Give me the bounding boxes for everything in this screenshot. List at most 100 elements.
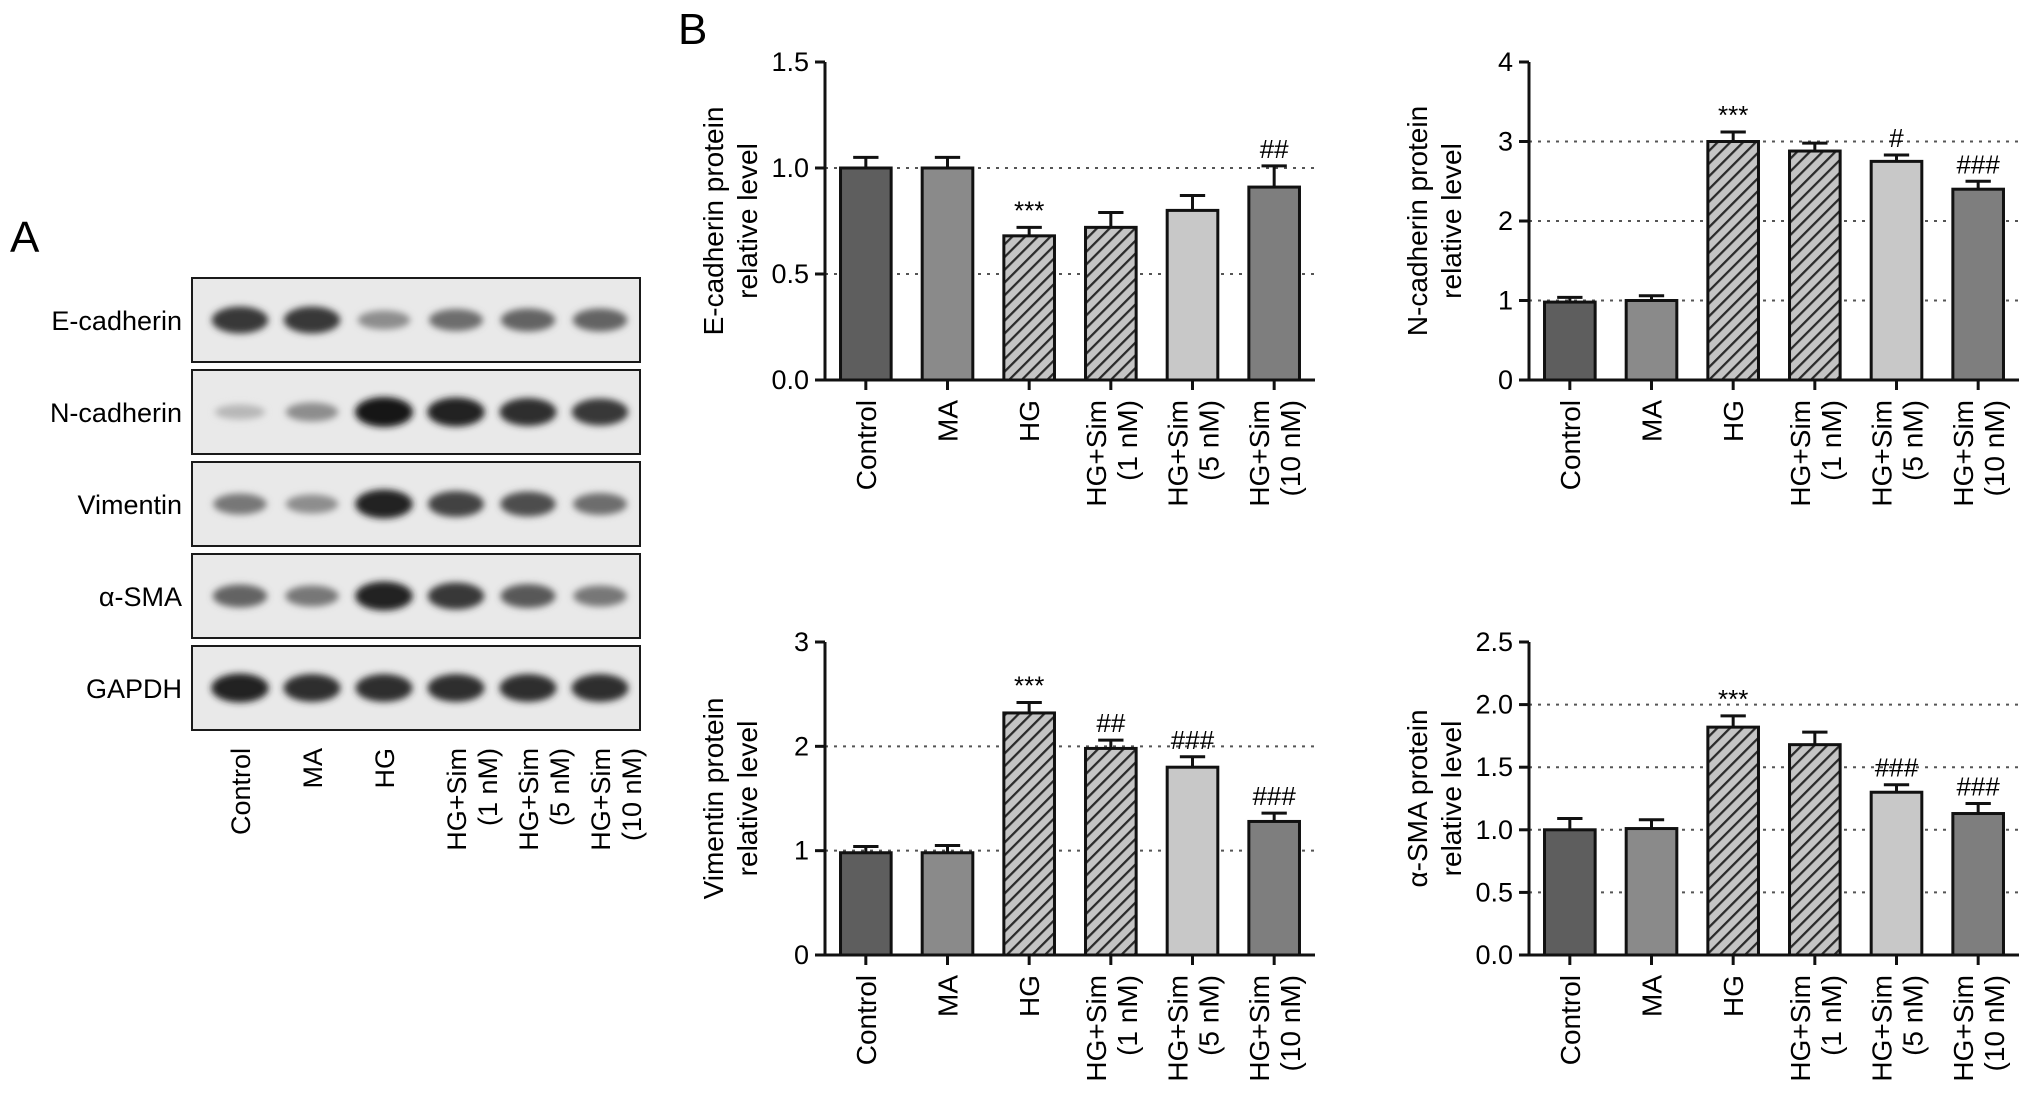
y-tick-label: 1 bbox=[794, 836, 809, 866]
x-tick-label-line: HG+Sim bbox=[1244, 400, 1275, 507]
x-tick-label-line: HG+Sim bbox=[1948, 400, 1979, 507]
blot-band bbox=[355, 581, 413, 611]
panel-b-label: B bbox=[678, 5, 707, 54]
y-tick-label: 1 bbox=[1498, 286, 1513, 316]
bar bbox=[1869, 790, 1924, 957]
x-tick-label: MA bbox=[933, 400, 964, 442]
blot-lane-label: HG+Sim(5 nM) bbox=[514, 748, 575, 851]
x-tick-label-line: Control bbox=[1555, 975, 1586, 1065]
y-tick-label: 1.0 bbox=[1475, 815, 1513, 845]
bar bbox=[1165, 765, 1220, 957]
blot-band bbox=[213, 493, 267, 515]
bar bbox=[1788, 149, 1842, 382]
x-tick-label: HG bbox=[1014, 400, 1045, 442]
y-axis-title-line: Vimentin protein bbox=[698, 698, 729, 900]
blot-band bbox=[285, 494, 339, 514]
blot-lane-label-line: (5 nM) bbox=[545, 748, 575, 826]
x-tick-label: Control bbox=[1555, 975, 1586, 1065]
x-tick-label-line: (5 nM) bbox=[1898, 400, 1929, 481]
blot-band bbox=[573, 493, 627, 515]
blot-lane-label: HG+Sim(1 nM) bbox=[442, 748, 503, 851]
x-tick-label: HG+Sim(5 nM) bbox=[1163, 400, 1225, 507]
blot-band bbox=[212, 584, 268, 608]
significance-label: ### bbox=[1956, 149, 2000, 179]
x-tick-label-line: MA bbox=[1637, 400, 1668, 442]
bar bbox=[1788, 743, 1842, 957]
x-tick-label-line: MA bbox=[1637, 975, 1668, 1017]
x-tick-label-line: (1 nM) bbox=[1112, 975, 1143, 1056]
x-tick-label: HG+Sim(1 nM) bbox=[1081, 975, 1143, 1082]
x-tick-label: Control bbox=[851, 400, 882, 490]
blot-band bbox=[357, 310, 411, 330]
bar bbox=[920, 851, 975, 957]
y-tick-label: 3 bbox=[1498, 127, 1513, 157]
blot-band bbox=[283, 306, 341, 334]
x-tick-label: MA bbox=[933, 975, 964, 1017]
blot-lane-label-line: MA bbox=[298, 748, 328, 789]
x-tick-label-line: (10 nM) bbox=[1979, 975, 2010, 1071]
y-tick-label: 0.5 bbox=[1475, 877, 1513, 907]
x-tick-label-line: Control bbox=[1555, 400, 1586, 490]
x-tick-label: HG bbox=[1718, 975, 1749, 1017]
blot-band bbox=[427, 674, 485, 702]
y-axis-title: E-cadherin protein relative level bbox=[698, 107, 763, 336]
blot-band bbox=[211, 306, 269, 334]
x-tick-label: HG+Sim(5 nM) bbox=[1867, 400, 1929, 507]
bar bbox=[1951, 812, 2005, 957]
blot-band bbox=[500, 308, 556, 332]
bar bbox=[839, 851, 893, 957]
bar bbox=[1543, 828, 1597, 957]
x-tick-label-line: (10 nM) bbox=[1979, 400, 2010, 496]
x-tick-label-line: MA bbox=[933, 975, 964, 1017]
x-tick-label-line: HG bbox=[1014, 400, 1045, 442]
blot-row-label: GAPDH bbox=[86, 674, 182, 704]
blot-band bbox=[429, 309, 483, 331]
y-axis-title-line: E-cadherin protein bbox=[698, 107, 729, 336]
y-axis-title-line: α-SMA protein bbox=[1402, 709, 1433, 887]
y-axis-title-line: relative level bbox=[732, 721, 763, 877]
significance-label: # bbox=[1889, 123, 1904, 153]
bar bbox=[1706, 140, 1760, 382]
blot-row-label: Vimentin bbox=[77, 490, 182, 520]
y-axis-title: N-cadherin protein relative level bbox=[1402, 106, 1467, 336]
y-tick-label: 0.5 bbox=[771, 259, 809, 289]
chart-4: *** ### ### 0.0 0.5 1.0 1.5 2.0 2.5 Control MA HG HG… bbox=[1402, 627, 2019, 1082]
y-tick-label: 1.5 bbox=[771, 47, 809, 77]
western-blot: E-cadherin N-cadherin Vimentin α-SMA GAPDH Co… bbox=[50, 277, 647, 851]
x-tick-label-line: HG+Sim bbox=[1867, 975, 1898, 1082]
x-tick-label: HG+Sim(5 nM) bbox=[1867, 975, 1929, 1082]
x-tick-label-line: MA bbox=[933, 400, 964, 442]
x-tick-label-line: HG bbox=[1718, 975, 1749, 1017]
blot-band bbox=[427, 397, 485, 427]
x-tick-label: HG+Sim(10 nM) bbox=[1948, 975, 2010, 1082]
blot-lane-label-line: (1 nM) bbox=[473, 748, 503, 826]
blot-band bbox=[571, 398, 629, 426]
blot-band bbox=[571, 674, 629, 702]
x-tick-label-line: HG+Sim bbox=[1785, 400, 1816, 507]
significance-label: *** bbox=[1014, 195, 1044, 225]
blot-band bbox=[572, 308, 628, 332]
y-axis-title-line: relative level bbox=[1436, 721, 1467, 877]
y-tick-label: 0 bbox=[794, 940, 809, 970]
x-tick-label-line: HG+Sim bbox=[1081, 975, 1112, 1082]
bar bbox=[1002, 711, 1056, 957]
blot-band bbox=[573, 585, 627, 607]
blot-lane-label-line: HG bbox=[370, 748, 400, 789]
blot-band bbox=[285, 585, 339, 607]
blot-band bbox=[427, 582, 485, 610]
bar bbox=[1002, 234, 1056, 382]
x-tick-label: Control bbox=[851, 975, 882, 1065]
x-tick-label-line: (5 nM) bbox=[1194, 975, 1225, 1056]
y-tick-label: 0 bbox=[1498, 365, 1513, 395]
y-tick-label: 2 bbox=[1498, 206, 1513, 236]
bar bbox=[1869, 159, 1924, 382]
y-tick-label: 2.5 bbox=[1475, 627, 1513, 657]
blot-band bbox=[211, 673, 269, 703]
y-tick-label: 0.0 bbox=[771, 365, 809, 395]
blot-lane-label-line: HG+Sim bbox=[586, 748, 616, 851]
x-tick-label-line: HG+Sim bbox=[1785, 975, 1816, 1082]
x-tick-label-line: HG+Sim bbox=[1163, 400, 1194, 507]
